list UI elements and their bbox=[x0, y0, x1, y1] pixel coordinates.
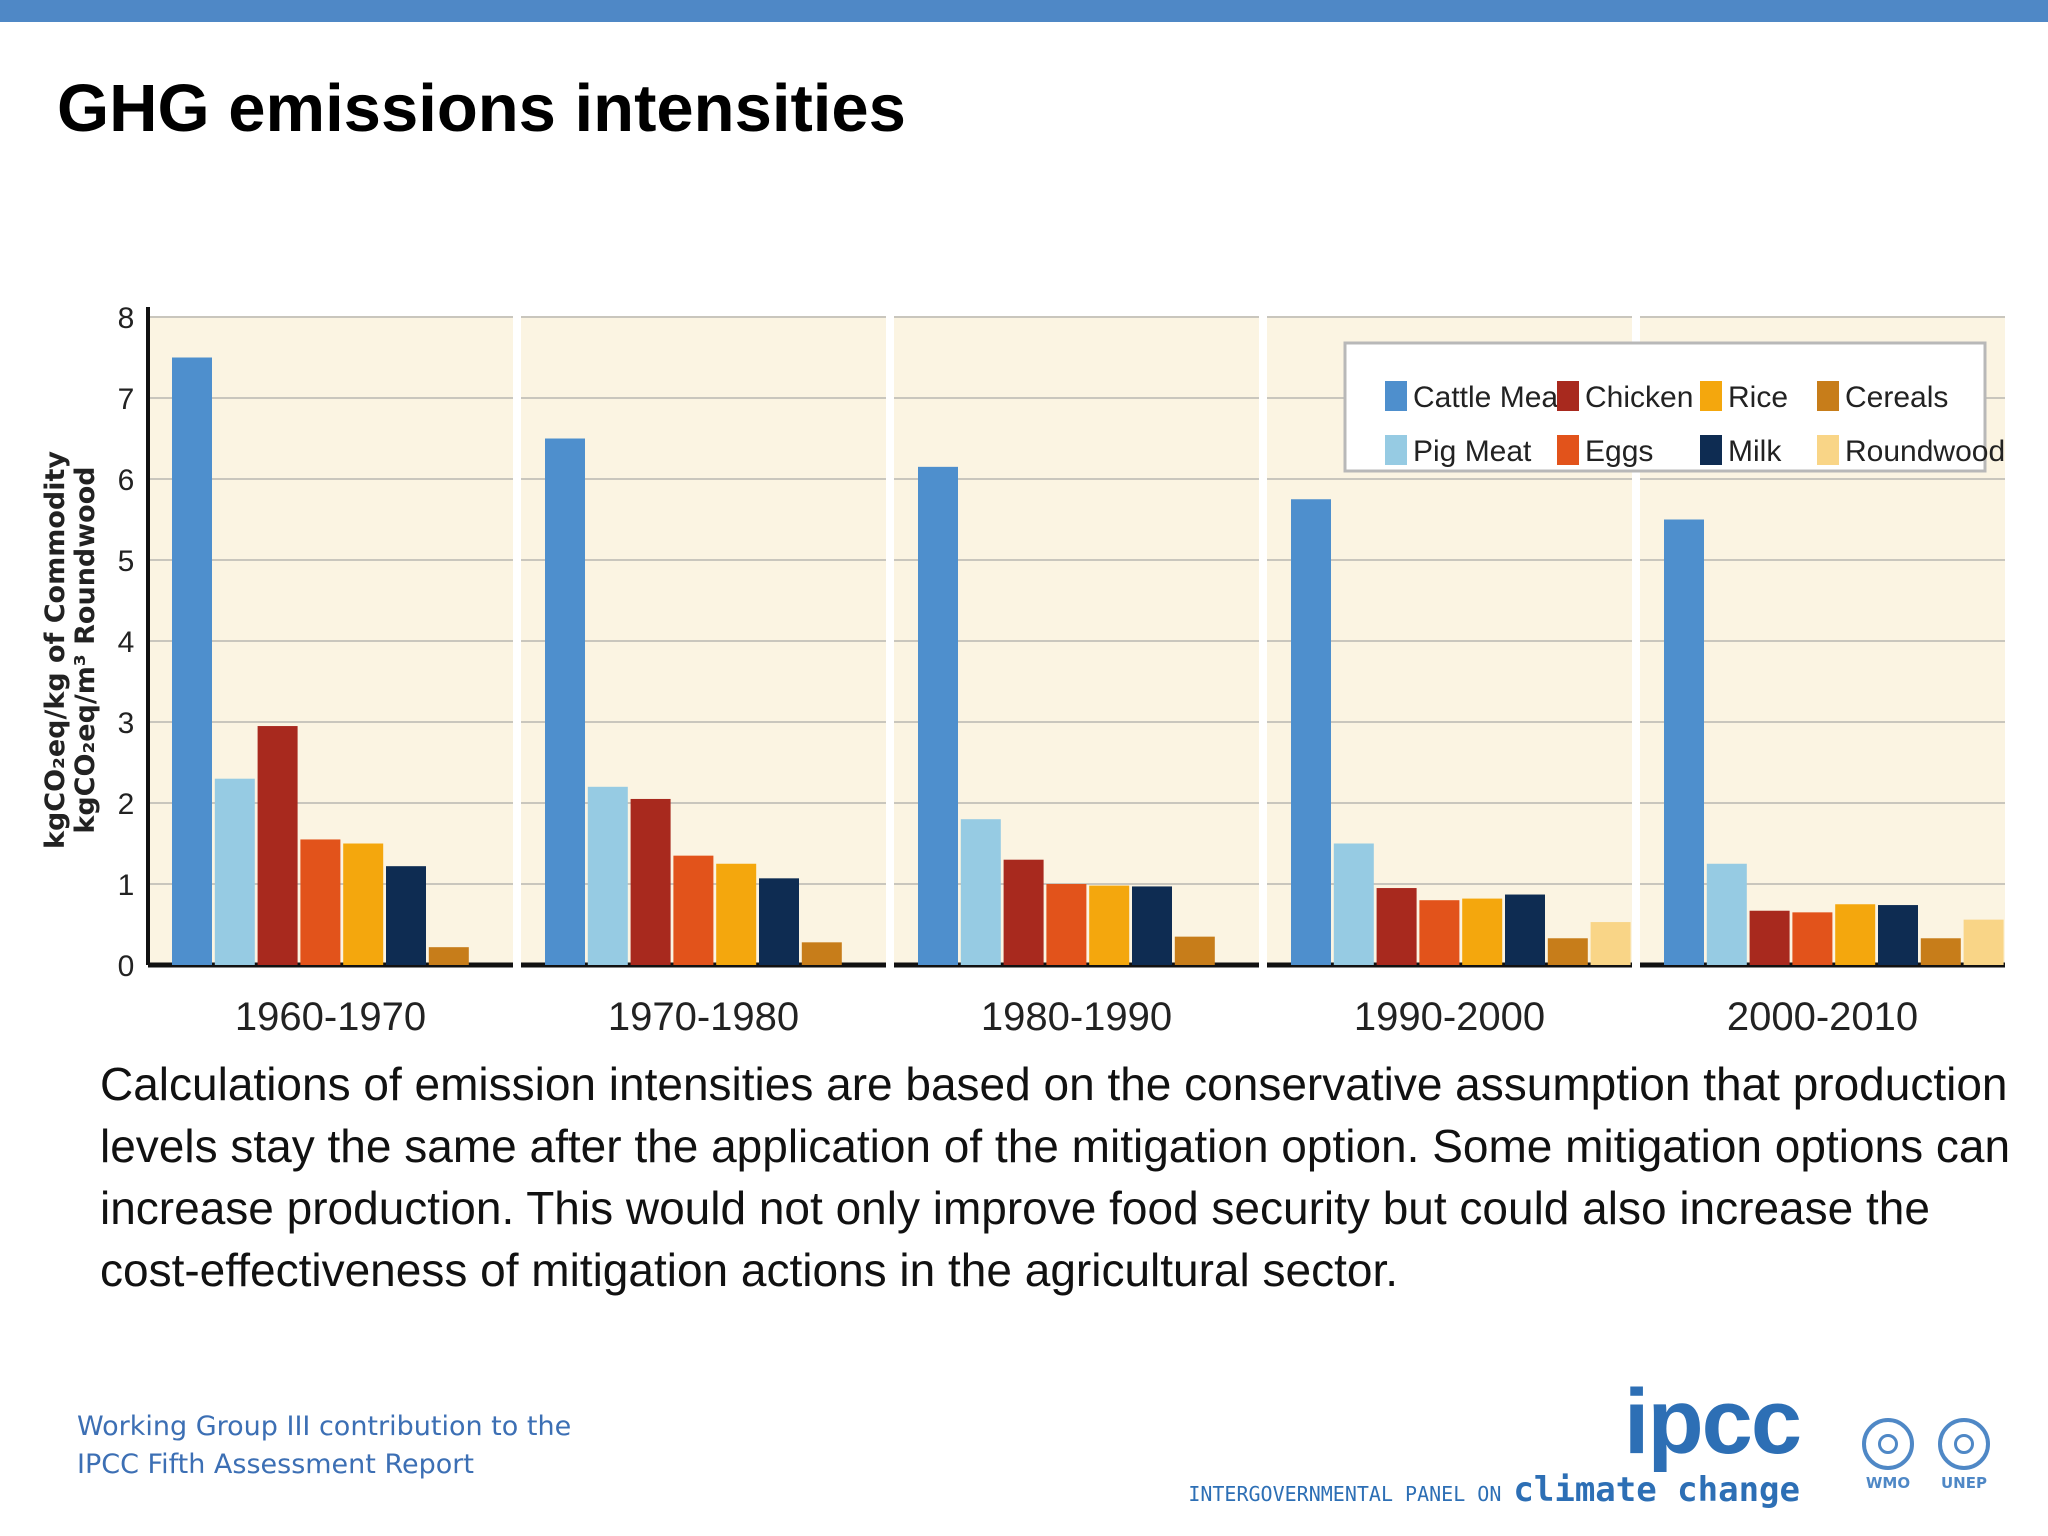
y-tick-label: 2 bbox=[118, 788, 135, 821]
bar bbox=[545, 438, 585, 965]
legend-swatch bbox=[1557, 381, 1579, 411]
bar bbox=[1547, 938, 1588, 965]
bar bbox=[1963, 919, 2004, 965]
bar bbox=[759, 878, 799, 965]
ipcc-subtitle: INTERGOVERNMENTAL PANEL ON climate chang… bbox=[1188, 1470, 1800, 1510]
footer-line-1: Working Group III contribution to the bbox=[77, 1411, 572, 1442]
legend-swatch bbox=[1385, 435, 1407, 465]
category-label: 1980-1990 bbox=[981, 995, 1172, 1039]
bar bbox=[1878, 905, 1918, 965]
y-tick-label: 4 bbox=[118, 626, 135, 659]
legend-label: Cattle Meat bbox=[1413, 381, 1567, 414]
ipcc-subtitle-cc: climate change bbox=[1513, 1470, 1800, 1510]
legend-label: Chicken bbox=[1585, 381, 1693, 414]
legend-swatch bbox=[1385, 381, 1407, 411]
bar bbox=[801, 942, 842, 965]
y-axis-label-line2: kgCO₂eq/m³ Roundwood bbox=[70, 466, 101, 833]
unep-logo: UNEP bbox=[1924, 1418, 2004, 1492]
bar bbox=[214, 778, 255, 965]
bar bbox=[1462, 898, 1503, 965]
y-tick-label: 3 bbox=[118, 707, 135, 740]
bar bbox=[428, 947, 469, 965]
bar bbox=[172, 357, 212, 965]
bar bbox=[1419, 900, 1460, 965]
bar bbox=[1590, 922, 1631, 965]
y-tick-label: 5 bbox=[118, 545, 135, 578]
footer-credit: Working Group III contribution to the IP… bbox=[77, 1408, 571, 1484]
bar bbox=[1706, 863, 1747, 965]
category-label: 1960-1970 bbox=[235, 995, 426, 1039]
bar bbox=[1291, 499, 1331, 965]
bar bbox=[960, 819, 1001, 965]
y-axis-label-line1: kgCO₂eq/kg of Commodity bbox=[40, 451, 71, 849]
ipcc-wordmark: ipcc bbox=[1623, 1371, 1802, 1473]
emissions-intensity-chart: kgCO₂eq/kg of Commodity kgCO₂eq/m³ Round… bbox=[40, 302, 2005, 1039]
unep-label: UNEP bbox=[1941, 1474, 1987, 1492]
wmo-label: WMO bbox=[1865, 1474, 1911, 1492]
bars bbox=[172, 357, 2004, 965]
category-label: 1990-2000 bbox=[1354, 995, 1545, 1039]
legend-swatch bbox=[1817, 435, 1839, 465]
bar bbox=[300, 839, 341, 965]
ipcc-subtitle-prefix: INTERGOVERNMENTAL PANEL ON bbox=[1188, 1482, 1514, 1506]
bar bbox=[1664, 519, 1704, 965]
bar bbox=[1132, 886, 1172, 965]
y-tick-label: 7 bbox=[118, 383, 135, 416]
y-tick-label: 6 bbox=[118, 464, 135, 497]
y-tick-label: 8 bbox=[118, 302, 135, 335]
y-tick-label: 1 bbox=[118, 869, 135, 902]
caption-text: Calculations of emission intensities are… bbox=[100, 1058, 2011, 1296]
legend-swatch bbox=[1557, 435, 1579, 465]
bar bbox=[673, 855, 714, 965]
bar bbox=[1505, 894, 1545, 965]
bar bbox=[1920, 938, 1961, 965]
unep-emblem-icon bbox=[1938, 1418, 1990, 1470]
slide-title: GHG emissions intensities bbox=[57, 71, 906, 146]
bar bbox=[1003, 859, 1044, 965]
bar bbox=[1835, 904, 1876, 965]
legend-label: Milk bbox=[1728, 435, 1782, 468]
legend-label: Rice bbox=[1728, 381, 1788, 414]
footer-line-2: IPCC Fifth Assessment Report bbox=[77, 1449, 474, 1480]
bar bbox=[1089, 885, 1130, 965]
bar bbox=[630, 798, 671, 965]
wmo-logo: WMO bbox=[1848, 1418, 1928, 1492]
bar bbox=[918, 466, 958, 965]
bar bbox=[1174, 936, 1215, 965]
legend-swatch bbox=[1700, 435, 1722, 465]
bar bbox=[343, 843, 384, 965]
legend-swatch bbox=[1700, 381, 1722, 411]
legend: Cattle Meat Chicken Rice Cereals Pig Meat Egg… bbox=[1343, 341, 2005, 473]
legend-label: Pig Meat bbox=[1413, 435, 1532, 468]
bar bbox=[1749, 910, 1790, 965]
bar bbox=[1333, 843, 1374, 965]
bar bbox=[587, 786, 628, 965]
category-label: 2000-2010 bbox=[1727, 995, 1918, 1039]
y-axis-title: kgCO₂eq/kg of Commodity kgCO₂eq/m³ Round… bbox=[40, 451, 101, 849]
bar bbox=[1376, 888, 1417, 965]
legend-label: Eggs bbox=[1585, 435, 1653, 468]
bar bbox=[386, 866, 426, 965]
y-ticks: 0 1 2 3 4 5 6 7 8 bbox=[118, 302, 150, 983]
legend-label: Roundwood bbox=[1845, 435, 2005, 468]
wmo-emblem-icon bbox=[1862, 1418, 1914, 1470]
top-accent-bar bbox=[0, 0, 2048, 22]
bar bbox=[1046, 884, 1087, 965]
y-tick-label: 0 bbox=[118, 950, 135, 983]
category-labels: 1960-1970 1970-1980 1980-1990 1990-2000 2000… bbox=[235, 995, 1918, 1039]
legend-swatch bbox=[1817, 381, 1839, 411]
legend-box bbox=[1343, 341, 1987, 473]
category-label: 1970-1980 bbox=[608, 995, 799, 1039]
bar bbox=[257, 726, 298, 965]
ipcc-logo: ipcc INTERGOVERNMENTAL PANEL ON climate … bbox=[1188, 1370, 1810, 1510]
bar bbox=[1792, 912, 1833, 965]
bar bbox=[716, 863, 757, 965]
legend-label: Cereals bbox=[1845, 381, 1948, 414]
